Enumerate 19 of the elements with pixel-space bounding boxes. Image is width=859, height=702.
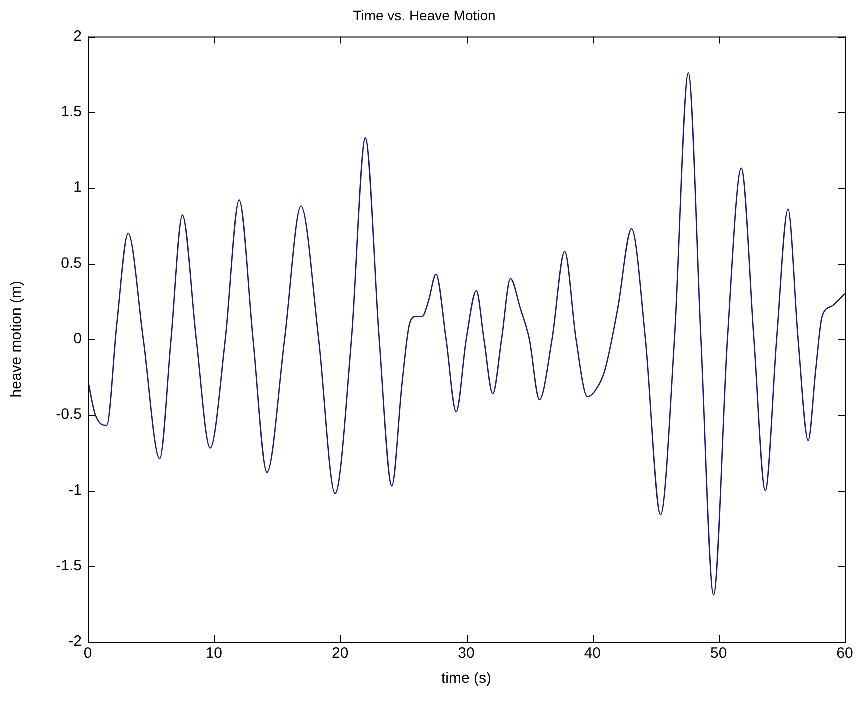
y-tick-label: -0.5: [56, 406, 82, 424]
x-tick-label: 60: [836, 645, 854, 662]
y-tick-label: 0: [74, 330, 82, 348]
y-tick-label: 2: [74, 28, 82, 45]
y-tick-label: -1: [68, 482, 82, 499]
x-tick-label: 50: [710, 645, 728, 662]
y-tick-label: 0.5: [61, 254, 82, 272]
y-tick-label: -1.5: [56, 557, 82, 574]
x-tick-label: 20: [332, 645, 349, 662]
x-tick-label: 40: [584, 645, 602, 662]
x-axis-title: time (s): [442, 670, 492, 688]
line-series: [88, 72, 845, 596]
chart-title: Time vs. Heave Motion: [353, 7, 496, 24]
x-tick-label: 30: [458, 645, 475, 662]
x-tick-label: 10: [206, 645, 223, 662]
y-tick-label: 1: [74, 179, 82, 196]
y-tick-label: 1.5: [61, 104, 82, 121]
y-tick-label: -2: [68, 633, 82, 650]
y-axis-title: heave motion (m): [8, 281, 26, 398]
